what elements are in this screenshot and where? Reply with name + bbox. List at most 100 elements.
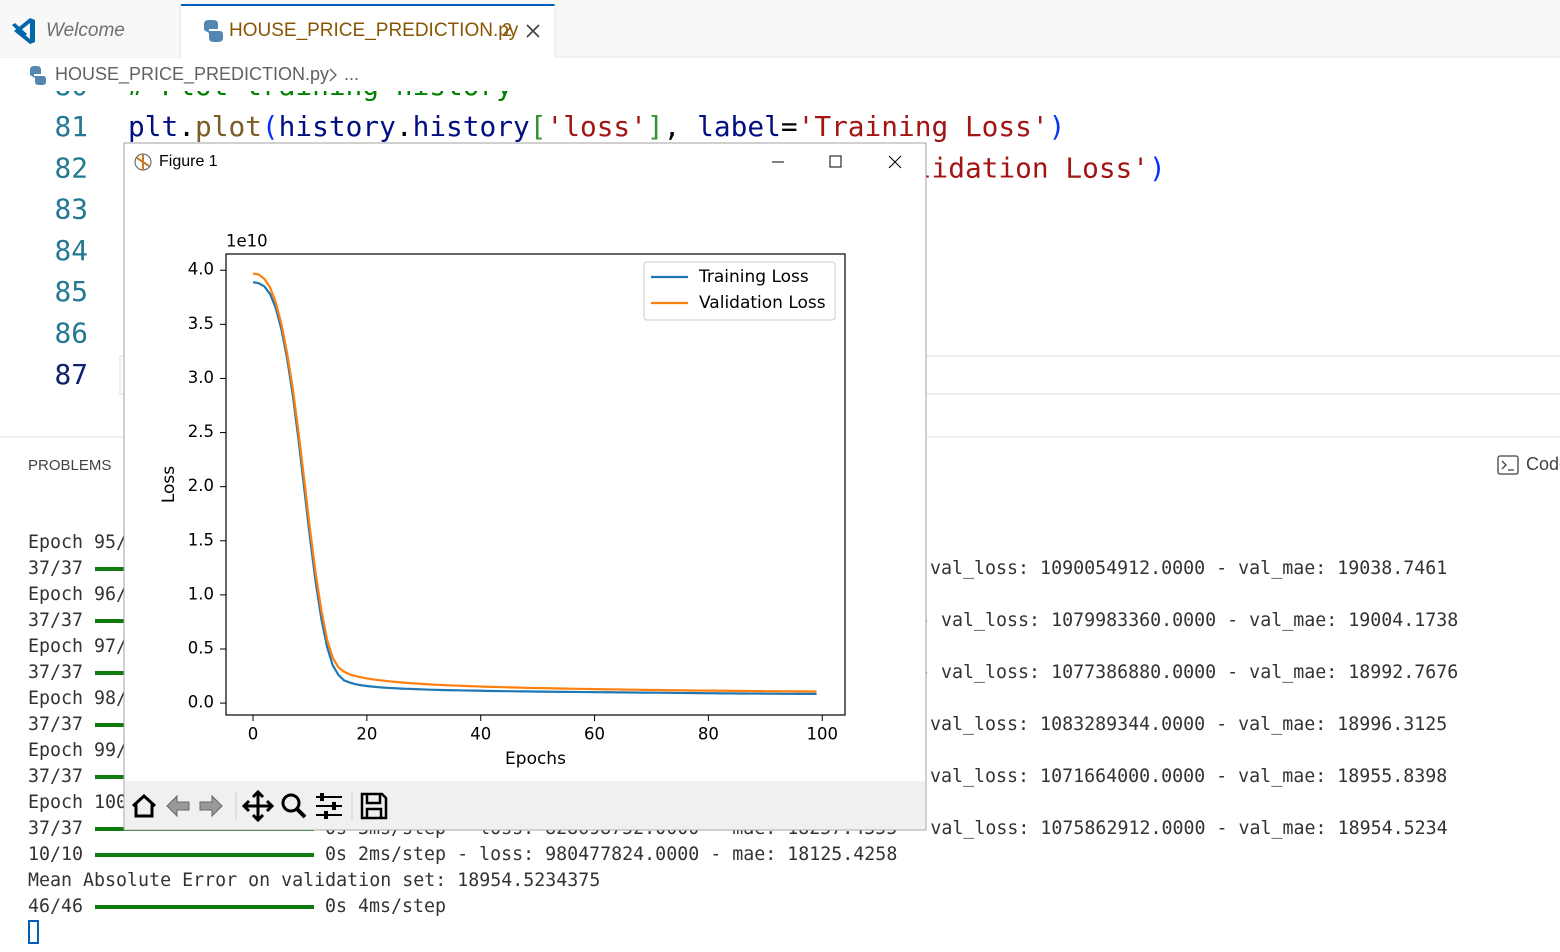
terminal-step: 37/37 <box>28 662 83 683</box>
window-title: Figure 1 <box>159 153 218 170</box>
y-tick-label: 0.0 <box>188 693 214 712</box>
x-tick-label: 40 <box>470 725 491 744</box>
series-line <box>252 272 817 693</box>
panel-tab[interactable]: PROBLEMS <box>28 457 111 474</box>
line-number: 82 <box>55 151 88 184</box>
x-tick-label: 100 <box>806 725 838 744</box>
terminal-text: - val_loss: 1077386880.0000 - val_mae: 1… <box>919 662 1458 683</box>
x-tick-label: 20 <box>356 725 377 744</box>
tab-label: HOUSE_PRICE_PREDICTION.py <box>229 20 519 41</box>
code-token: ) <box>1049 110 1066 143</box>
code-token: , <box>664 110 681 143</box>
terminal-step: 37/37 <box>28 766 83 787</box>
terminal-text: 0s 2ms/step - loss: 980477824.0000 - mae… <box>325 844 897 865</box>
code-token: . <box>396 110 413 143</box>
forward-button[interactable] <box>199 794 223 818</box>
zoom-button-handle <box>295 807 307 819</box>
terminal-cursor <box>28 920 39 944</box>
terminal-text: val_loss: 1071664000.0000 - val_mae: 189… <box>930 766 1447 787</box>
line-number: 86 <box>55 317 88 350</box>
y-tick-label: 3.5 <box>188 314 214 333</box>
close-button[interactable] <box>888 155 902 169</box>
breadcrumb-file[interactable]: HOUSE_PRICE_PREDICTION.py <box>55 64 329 85</box>
terminal-text: Epoch 100 <box>28 792 127 813</box>
y-tick-label: 2.5 <box>188 422 214 441</box>
code-token: . <box>178 110 195 143</box>
y-offset-label: 1e10 <box>226 232 268 251</box>
y-tick-label: 1.5 <box>188 530 214 549</box>
terminal-name[interactable]: Code <box>1526 454 1560 474</box>
code-token: ( <box>262 110 279 143</box>
terminal-icon <box>1497 455 1519 475</box>
progress-bar <box>95 905 314 909</box>
code-token: plt <box>128 110 178 143</box>
line-number: 81 <box>55 110 88 143</box>
python-icon <box>204 20 223 42</box>
x-tick-label: 80 <box>698 725 719 744</box>
terminal-text: val_loss: 1090054912.0000 - val_mae: 190… <box>930 558 1447 579</box>
tab-welcome[interactable]: Welcome <box>0 4 180 57</box>
python-icon <box>30 66 46 85</box>
code-line: plt.plot(history.history['loss'], label=… <box>128 110 1065 143</box>
x-tick-label: 60 <box>584 725 605 744</box>
terminal-step: 10/10 <box>28 844 83 865</box>
line-number: 85 <box>55 275 88 308</box>
progress-bar <box>95 853 314 857</box>
terminal-text: val_loss: 1083289344.0000 - val_mae: 189… <box>930 714 1447 735</box>
plot: 0 20 40 60 80 100 0.0 0.5 1.0 1.5 2.0 2.5 3.0 3.5 4.0 1… <box>159 232 846 769</box>
x-tick-label: 0 <box>248 725 259 744</box>
terminal-text: 0s 4ms/step <box>325 896 446 917</box>
y-tick-label: 0.5 <box>188 638 214 657</box>
tab-label: Welcome <box>46 20 125 41</box>
legend-label: Validation Loss <box>699 293 826 313</box>
code-token: 'Training Loss' <box>798 110 1049 143</box>
code-token: history <box>279 110 396 143</box>
line-number: 87 <box>55 358 88 391</box>
window-icon-glyph <box>136 154 150 170</box>
terminal-text: Mean Absolute Error on validation set: 1… <box>28 870 600 891</box>
breadcrumb-bar <box>0 58 1560 91</box>
series-line <box>252 281 817 695</box>
breadcrumb-chevron <box>329 68 337 82</box>
tab-active-indicator <box>181 4 555 6</box>
code-token: [ <box>530 110 547 143</box>
tab-badge: 2 <box>502 20 512 40</box>
x-axis-label: Epochs <box>505 749 566 769</box>
terminal-text: - val_loss: 1079983360.0000 - val_mae: 1… <box>919 610 1458 631</box>
legend-box <box>643 261 836 321</box>
y-tick-label: 4.0 <box>188 260 214 279</box>
code-token: = <box>781 110 798 143</box>
breadcrumb-more[interactable]: ... <box>344 64 359 84</box>
tab-background <box>181 4 555 58</box>
code-token: label <box>697 110 781 143</box>
back-button[interactable] <box>166 794 190 818</box>
zoom-button[interactable] <box>281 793 301 813</box>
terminal-step: 37/37 <box>28 610 83 631</box>
plot-frame <box>225 253 846 716</box>
y-tick-label: 3.0 <box>188 368 214 387</box>
line-number: 83 <box>55 193 88 226</box>
code-token: ] <box>647 110 664 143</box>
terminal-text: Epoch 95/ <box>28 532 127 553</box>
tab-close[interactable] <box>526 24 540 38</box>
vscode-icon <box>12 18 35 44</box>
code-token: 'loss' <box>546 110 646 143</box>
code-token: history <box>413 110 530 143</box>
tab-active[interactable]: HOUSE_PRICE_PREDICTION.py 2 <box>181 4 555 58</box>
maximize-button[interactable] <box>829 155 842 168</box>
home-button[interactable] <box>131 793 157 818</box>
legend-label: Training Loss <box>698 267 809 287</box>
terminal-text: Epoch 98/ <box>28 688 127 709</box>
terminal-step: 46/46 <box>28 896 83 917</box>
terminal-text: Epoch 97/ <box>28 636 127 657</box>
save-button[interactable] <box>360 792 388 820</box>
terminal-text: Epoch 99/ <box>28 740 127 761</box>
code-token: ) <box>1149 151 1166 184</box>
pan-button[interactable] <box>241 789 275 823</box>
terminal-step: 37/37 <box>28 818 83 839</box>
terminal: Epoch 95/37/37 val_loss: 1090054912.0000 … <box>28 532 1458 917</box>
terminal-step: 37/37 <box>28 558 83 579</box>
line-number: 84 <box>55 234 88 267</box>
